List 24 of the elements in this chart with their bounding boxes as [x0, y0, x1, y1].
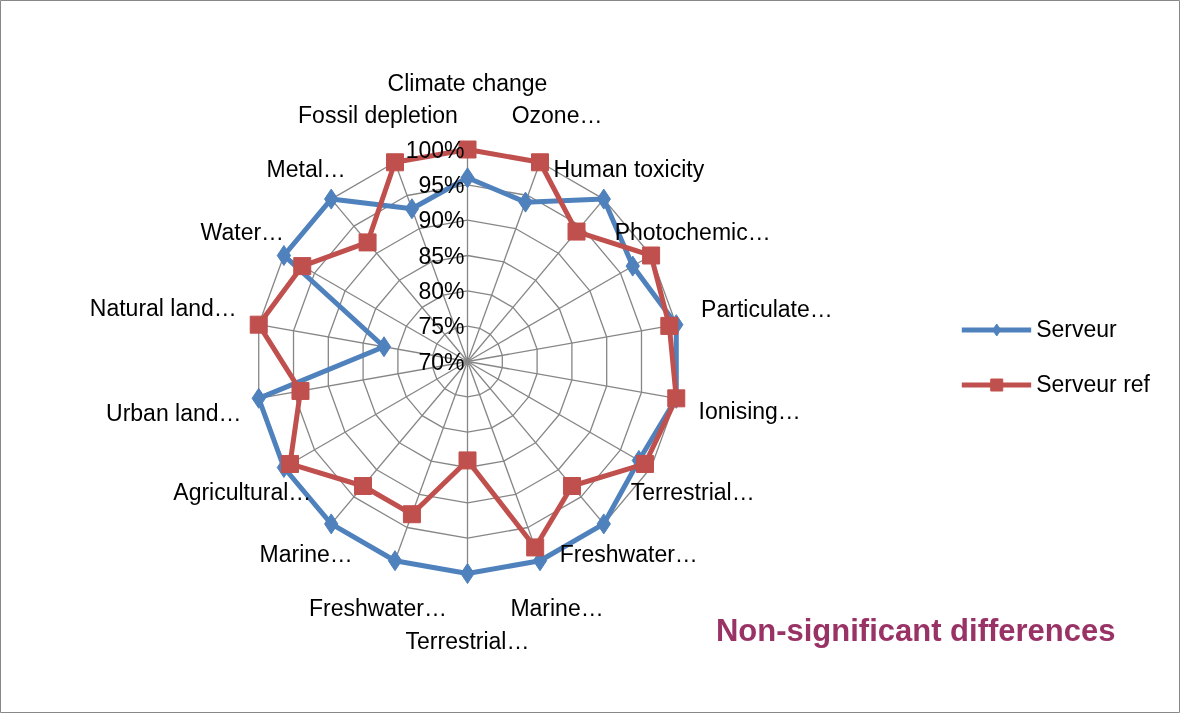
spoke-label: Marine… — [259, 540, 353, 567]
spoke-label: Ionising… — [698, 398, 801, 425]
y-tick-label: 85% — [418, 242, 465, 269]
spoke-label: Human toxicity — [553, 156, 705, 183]
spoke-label: Freshwater… — [308, 594, 447, 621]
spoke-label: Fossil depletion — [298, 102, 458, 129]
y-tick-label: 80% — [418, 277, 465, 304]
legend-label: Serveur — [1036, 315, 1117, 343]
spoke-label: Natural land… — [89, 294, 237, 321]
spoke-label: Urban land… — [106, 400, 242, 427]
legend-label: Serveur ref — [1036, 370, 1150, 398]
y-tick-label: 75% — [418, 313, 465, 340]
spoke-label: Particulate… — [701, 295, 833, 322]
y-tick-label: 90% — [418, 207, 465, 234]
text: Non-significant differences — [715, 613, 1116, 648]
spoke-label: Ozone… — [511, 102, 603, 129]
y-tick-label: 70% — [418, 348, 465, 375]
spoke-label: Metal… — [266, 156, 346, 183]
spoke-label: Marine… — [510, 594, 604, 621]
spoke-label: Water… — [200, 218, 285, 245]
spoke-label: Climate change — [387, 69, 548, 96]
spoke-label: Terrestrial… — [630, 478, 755, 505]
spoke-label: Terrestrial… — [405, 627, 530, 654]
spoke-label: Freshwater… — [559, 540, 698, 567]
